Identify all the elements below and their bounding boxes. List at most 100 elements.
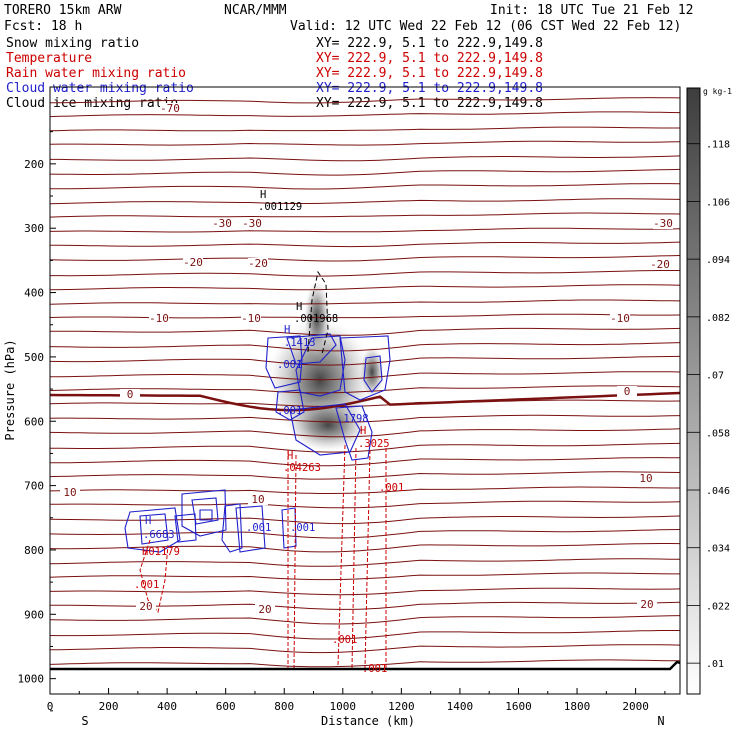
temperature-label-bg [60,487,80,498]
contour-annotation: H [142,546,148,558]
x-tick-label: 200 [99,700,119,713]
isotherm [50,183,680,190]
temperature-label: -10 [610,312,630,325]
temperature-label-bg [255,604,275,615]
y-tick-label: 400 [24,287,44,300]
cloud-water-contour [199,509,213,521]
x-tick-label: 1000 [330,700,357,713]
field-xy: XY= 222.9, 5.1 to 222.9,149.8 [316,96,543,111]
x-tick-label: 0 [47,700,54,713]
model-label: TORERO 15km ARW [4,3,122,18]
temperature-label-bg [120,389,140,400]
contour-annotation: .6683 [143,529,175,541]
colorbar-unit: g kg-1 [703,87,732,96]
contour-annotation: H [287,450,293,462]
x-axis: 0 200 400 600 800 1000 1200 1400 1600 1800 2000 Dis… [47,688,666,728]
contour-annotation: .001 [362,663,387,675]
x-end-north: N [657,714,664,728]
contour-annotation: .1413 [284,337,316,349]
x-tick-label: 1400 [447,700,474,713]
temperature-label-bg [248,258,268,269]
colorbar-bar [686,87,701,695]
field-xy: XY= 222.9, 5.1 to 222.9,149.8 [316,66,543,81]
temperature-label-bg [617,386,637,397]
isotherm [50,198,680,205]
colorbar-tick-label: .07 [706,371,724,382]
contour-annotation: H [260,189,266,201]
isotherm [50,97,680,104]
colorbar-tick-label: .082 [706,313,730,324]
contour-annotation: .001 [332,634,357,646]
temperature-label: 10 [63,486,76,499]
field-xy: XY= 222.9, 5.1 to 222.9,149.8 [316,36,543,51]
cloud-water-contours [124,333,391,553]
x-tick-label: 600 [216,700,236,713]
x-tick-label: 1200 [388,700,415,713]
temperature-label: 10 [251,493,264,506]
temperature-label: 0 [127,388,134,401]
y-tick-label: 200 [24,158,44,171]
contour-annotation: H [284,324,290,336]
plot-frame [49,86,681,695]
temperature-label: -20 [650,258,670,271]
cloud-water-contour [289,403,361,456]
terrain-line [50,660,680,694]
field-xy: XY= 222.9, 5.1 to 222.9,149.8 [316,81,543,96]
isotherm [50,630,680,640]
cloud-ice-contours [307,270,329,355]
temperature-label: -30 [653,217,673,230]
contour-annotation: .04263 [283,462,321,474]
isotherm [50,168,680,176]
colorbar-tick-label: .046 [706,486,730,497]
temperature-label: 0 [624,385,631,398]
temperature-label-bg [636,473,656,484]
x-tick-label: 2000 [622,700,649,713]
isotherm [50,111,680,118]
plot-area [50,97,680,694]
contour-annotation: .3025 [358,438,390,450]
contour-annotation: .001129 [258,201,302,213]
isotherm [50,486,680,494]
isotherm [50,212,680,218]
cloud-water-contour [124,507,181,553]
cloud-water-contour [235,505,266,553]
contour-annotation: .01179 [142,546,180,558]
y-tick-label: 700 [24,480,44,493]
isotherm [50,155,680,162]
y-tick-label: 800 [24,544,44,557]
contour-annotation: H [145,515,151,527]
terrain-line [50,660,680,671]
x-tick-label: 800 [274,700,294,713]
y-tick-label: 1000 [18,673,45,686]
isotherm [50,442,680,453]
cloud-water-contour [281,507,297,549]
isotherm [50,284,680,291]
temperature-label: -10 [149,312,169,325]
contour-annotation: .1798 [337,413,369,425]
isotherm [50,385,680,394]
temperature-label-bg [212,218,232,229]
temperature-label-bg [650,259,670,270]
colorbar: .01 .022 .034 .046 .058 .07 .082 .094 .106 .118 g … [686,87,732,695]
temperature-label-bg [183,257,203,268]
contour-annotation: .001 [290,522,315,534]
fcst-label: Fcst: 18 h [4,19,82,34]
field-name: Cloud water mixing ratio [6,81,194,96]
y-tick-label: 600 [24,415,44,428]
temperature-label-bg [248,494,268,505]
y-axis: 200 300 400 500 600 700 800 900 1000 Pressure (hP… [3,131,56,712]
isotherm [50,313,680,319]
temperature-label: 20 [139,600,152,613]
temperature-label: -20 [183,256,203,269]
x-tick-label: 400 [157,700,177,713]
y-tick-label: 900 [24,608,44,621]
cloud-water-contour [295,335,346,397]
cloud-water-contour [265,335,303,389]
contour-annotation: .001 [277,359,302,371]
cloud-water-contour [275,389,305,421]
contour-annotation: .001 [379,482,404,494]
contour-annotation: .001 [246,522,271,534]
isotherm [50,457,680,467]
contour-annotation: .001 [134,579,159,591]
